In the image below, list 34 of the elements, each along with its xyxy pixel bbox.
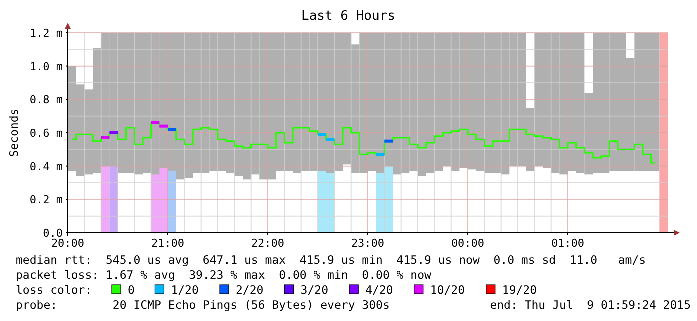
- legend-label: 3/20: [300, 283, 329, 297]
- legend-item: 3/20: [284, 283, 328, 297]
- text: packet loss: 1.67 % avg 39.23 % max 0.00 % min 0.00 % now: [16, 268, 432, 282]
- y-tick-label: 0.8 m: [30, 94, 64, 107]
- chart-title: Last 6 Hours: [302, 9, 396, 24]
- legend-item: 2/20: [220, 283, 264, 297]
- legend-item: 0: [112, 283, 135, 297]
- y-tick-label: 1.2 m: [30, 27, 64, 40]
- y-tick-label: 0.4 m: [30, 160, 64, 174]
- x-tick-label: 01:00: [551, 237, 585, 250]
- x-tick-label: 00:00: [451, 237, 485, 250]
- legend-title: loss color:: [16, 283, 92, 297]
- y-axis-title: Seconds: [7, 108, 21, 158]
- legend-label: 2/20: [236, 283, 264, 297]
- legend-item: 4/20: [349, 283, 394, 297]
- legend-item: 10/20: [414, 283, 466, 297]
- legend-label: 10/20: [430, 283, 466, 297]
- legend-label: 4/20: [366, 283, 394, 297]
- x-tick-label: 22:00: [251, 237, 285, 250]
- x-tick-label: 20:00: [51, 237, 85, 250]
- text: median rtt: 545.0 us avg 647.1 us max 415.9 us min 415.9 us now 0.0 ms sd 11.0 am/s: [16, 253, 646, 267]
- legend-label: 1/20: [171, 283, 199, 297]
- y-tick-label: 0.6 m: [30, 127, 64, 140]
- legend-label: 19/20: [502, 283, 538, 297]
- x-tick-label: 21:00: [151, 237, 185, 250]
- legend-label: 0: [128, 283, 135, 297]
- legend-item: 19/20: [486, 283, 538, 297]
- text: end: Thu Jul 9 01:59:24 2015: [490, 298, 691, 312]
- text: probe: 20 ICMP Echo Pings (56 Bytes) every 300s: [16, 298, 390, 312]
- y-tick-label: 0.2 m: [30, 194, 64, 207]
- y-tick-label: 1.0 m: [30, 60, 64, 74]
- legend-item: 1/20: [154, 283, 199, 297]
- x-tick-label: 23:00: [351, 237, 385, 250]
- y-tick-label: 0.0: [43, 227, 63, 240]
